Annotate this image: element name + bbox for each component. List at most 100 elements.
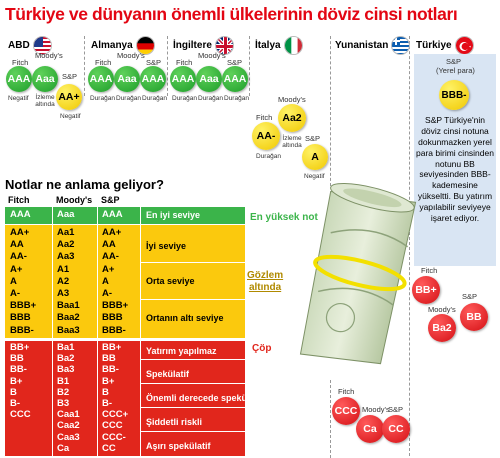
agency-moodys-label: Moody's: [117, 51, 145, 60]
rating-cell: Ba1: [57, 342, 75, 353]
rating-badge: AAA: [140, 66, 166, 92]
rating-cell: BB: [10, 353, 24, 365]
agency-sp-label: S&P: [146, 58, 162, 67]
country-ingiltere: İngiltere: [173, 36, 234, 55]
rating-cell: BBB-: [10, 324, 34, 336]
rating-cell: AA+: [10, 227, 30, 238]
rating-cell: Caa1: [57, 409, 80, 421]
outlook-note: Negatif: [304, 173, 325, 180]
rating-cell: Ba3: [57, 364, 75, 376]
rating-cell: B2: [57, 386, 70, 398]
rating-badge: CC: [382, 415, 410, 443]
row-divider: [140, 299, 245, 300]
local-currency-label: (Yerel para): [436, 66, 475, 75]
rating-cell: AAA: [10, 209, 31, 220]
column-divider: [97, 207, 98, 456]
turkey-flag-icon: [454, 36, 474, 55]
rating-cell: AA-: [10, 251, 27, 263]
column-divider: [330, 36, 331, 186]
rating-badge: AAA: [222, 66, 248, 92]
agency-fitch-label: Fitch: [176, 58, 193, 67]
italy-flag-icon: [283, 36, 303, 55]
rating-badge: BB+: [412, 276, 440, 304]
column-divider: [140, 207, 141, 456]
rating-cell: Baa3: [57, 324, 80, 336]
rating-cell: CCC+: [102, 409, 129, 421]
agency-sp-label: S&P: [462, 292, 478, 301]
legend-subtitle: Notlar ne anlama geliyor?: [5, 177, 164, 192]
rating-cell: A+: [10, 263, 23, 275]
rating-cell: Baa1: [57, 300, 80, 312]
side-label-watch: Gözlem altında: [247, 270, 284, 293]
row-divider: [140, 407, 245, 408]
rating-badge: Aaa: [32, 66, 58, 92]
meaning-label: İyi seviye: [146, 241, 187, 251]
rating-cell: AA+: [102, 227, 122, 238]
outlook-note: İzleme altında: [282, 135, 302, 150]
rating-cell: A3: [57, 288, 70, 299]
rating-badge: AAA: [170, 66, 196, 92]
rating-cell: Caa2: [57, 420, 80, 432]
agency-sp-label: S&P: [446, 57, 462, 66]
outlook-note: Durağan: [142, 95, 167, 102]
rating-cell: Caa3: [57, 431, 80, 443]
country-italya: İtalya: [255, 36, 303, 55]
rating-cell: A-: [10, 288, 21, 299]
rating-cell: AAA: [102, 209, 123, 220]
meaning-label: Şiddetli riskli: [146, 417, 203, 427]
country-yunanistan: Yunanistan: [335, 36, 411, 55]
rating-cell: AA: [10, 239, 24, 251]
outlook-note: Durağan: [90, 95, 115, 102]
agency-fitch-label: Fitch: [12, 58, 29, 67]
country-almanya: Almanya: [91, 36, 155, 55]
rating-cell: BB+: [10, 342, 30, 353]
rating-cell: B3: [57, 398, 70, 409]
rating-badge: Ca: [356, 415, 384, 443]
rating-cell: Ca: [57, 442, 70, 454]
rating-cell: Aa2: [57, 239, 75, 251]
meaning-label: Aşırı spekülatif: [146, 441, 211, 451]
usa-flag-icon: [32, 36, 52, 55]
rating-cell: A: [10, 275, 17, 287]
rating-cell: B1: [57, 375, 70, 387]
rating-cell: Ba2: [57, 353, 75, 365]
rating-cell: CC: [102, 442, 116, 454]
rating-badge: BB: [460, 303, 488, 331]
rating-cell: CCC: [10, 409, 31, 421]
rating-badge: Aaa: [114, 66, 140, 92]
country-turkiye: Türkiye: [416, 36, 474, 55]
rating-cell: CCC-: [102, 431, 126, 443]
rating-cell: BB-: [102, 364, 119, 376]
rating-cell: BB: [102, 353, 116, 365]
agency-sp-label: S&P: [227, 58, 243, 67]
rating-cell: BBB: [10, 312, 31, 324]
column-divider: [249, 36, 250, 96]
outlook-note: Durağan: [224, 95, 249, 102]
column-header-sp: S&P: [101, 195, 120, 205]
side-label-highest: En yüksek not: [250, 212, 318, 223]
side-label-junk: Çöp: [252, 343, 272, 354]
agency-fitch-label: Fitch: [95, 58, 112, 67]
rating-badge: AA+: [56, 84, 82, 110]
rating-cell: AA: [102, 239, 116, 251]
outlook-note: Durağan: [256, 153, 281, 160]
column-divider: [167, 36, 168, 96]
agency-moodys-label: Moody's: [35, 51, 63, 60]
rating-cell: B+: [102, 375, 115, 387]
agency-fitch-label: Fitch: [421, 266, 438, 275]
column-divider: [409, 36, 410, 456]
rating-cell: A+: [102, 263, 115, 275]
rating-badge: BBB-: [439, 80, 469, 110]
outlook-note: İzleme altında: [35, 94, 55, 109]
rating-cell: CCC: [102, 420, 123, 432]
money-roll-illustration: [299, 183, 417, 365]
meaning-label: Yatırım yapılmaz: [146, 346, 217, 356]
rating-badge: AAA: [88, 66, 114, 92]
rating-badge: CCC: [332, 397, 360, 425]
rating-cell: Aa3: [57, 251, 75, 263]
agency-sp-label: S&P: [388, 405, 404, 414]
outlook-note: Negatif: [60, 113, 81, 120]
agency-moodys-label: Moody's: [278, 95, 306, 104]
column-header-moodys: Moody's: [56, 195, 93, 205]
rating-cell: BBB-: [102, 324, 126, 336]
